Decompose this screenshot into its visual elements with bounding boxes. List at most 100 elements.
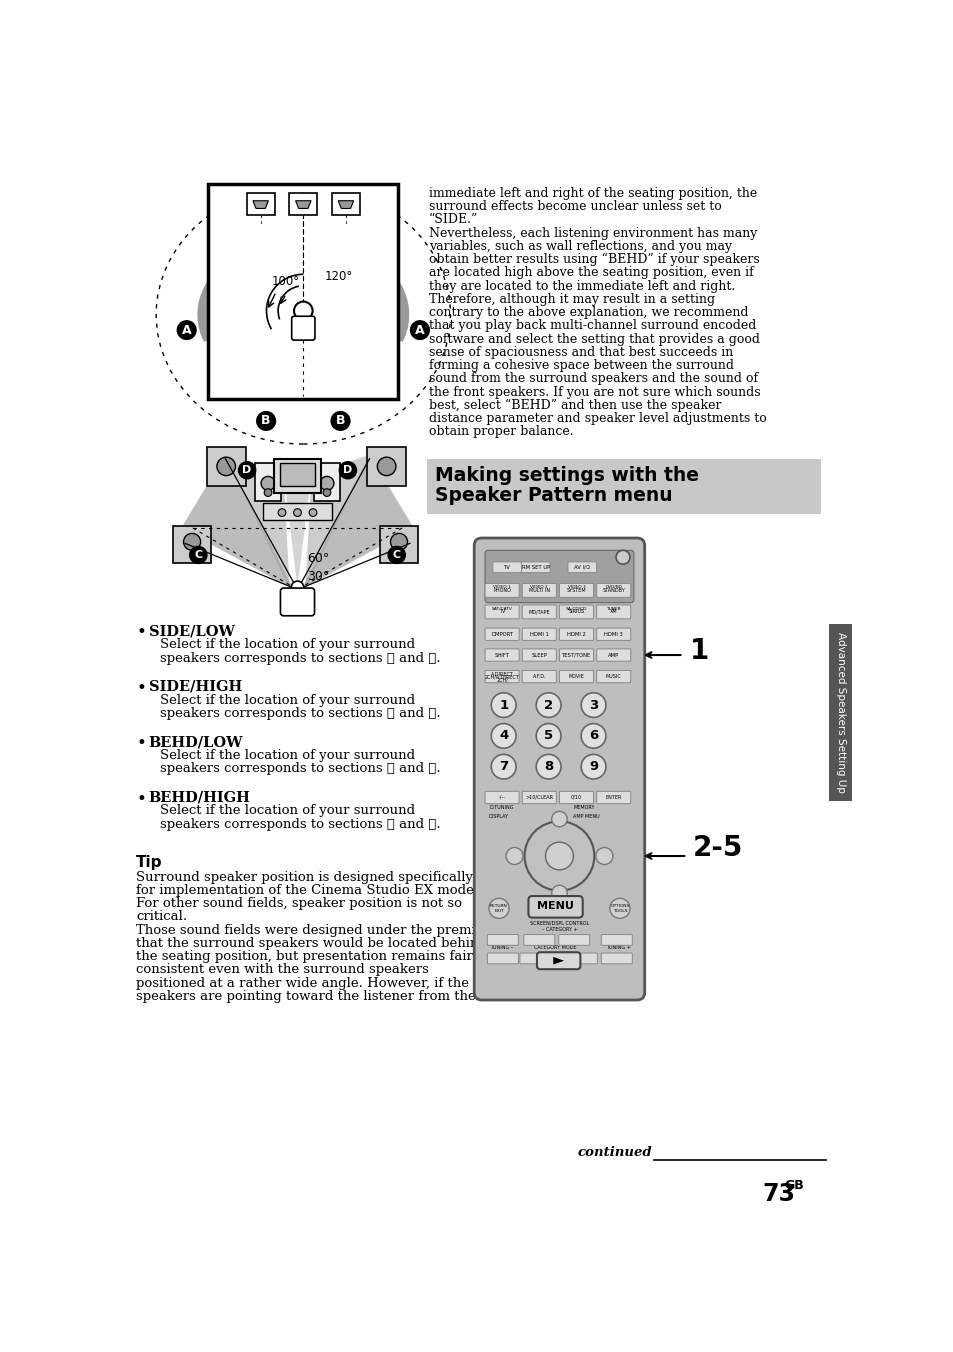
FancyBboxPatch shape	[484, 671, 518, 683]
Circle shape	[596, 848, 612, 864]
FancyBboxPatch shape	[484, 604, 518, 619]
Bar	[427, 458, 820, 514]
FancyBboxPatch shape	[537, 952, 579, 969]
FancyBboxPatch shape	[600, 934, 632, 945]
FancyBboxPatch shape	[484, 550, 633, 603]
Text: C: C	[194, 550, 202, 560]
Text: “SIDE.”: “SIDE.”	[429, 214, 478, 226]
FancyBboxPatch shape	[558, 649, 593, 661]
Text: HDMI 2: HDMI 2	[566, 631, 585, 637]
Text: Select if the location of your surround: Select if the location of your surround	[159, 638, 415, 652]
Circle shape	[536, 723, 560, 748]
Text: 9: 9	[588, 760, 598, 773]
Text: 4: 4	[498, 729, 508, 742]
Text: 60°: 60°	[307, 552, 329, 565]
FancyBboxPatch shape	[567, 562, 596, 573]
Text: SIRIUS: SIRIUS	[568, 610, 584, 614]
Text: 2: 2	[543, 699, 553, 711]
Circle shape	[338, 461, 356, 480]
FancyBboxPatch shape	[484, 791, 518, 803]
Text: that you play back multi-channel surround encoded: that you play back multi-channel surroun…	[429, 319, 756, 333]
Circle shape	[616, 550, 629, 564]
FancyBboxPatch shape	[596, 629, 630, 641]
Circle shape	[387, 546, 406, 564]
Text: speakers corresponds to sections Ⓑ and Ⓒ.: speakers corresponds to sections Ⓑ and Ⓒ…	[159, 763, 439, 776]
FancyBboxPatch shape	[523, 934, 555, 945]
Text: C: C	[393, 550, 400, 560]
Text: OPTIONS
TOOLS: OPTIONS TOOLS	[610, 904, 629, 913]
FancyBboxPatch shape	[596, 671, 630, 683]
FancyBboxPatch shape	[280, 588, 314, 615]
Text: sound from the surround speakers and the sound of: sound from the surround speakers and the…	[429, 372, 758, 385]
Text: continued: continued	[578, 1145, 652, 1159]
Text: Making settings with the: Making settings with the	[435, 466, 698, 485]
Circle shape	[264, 488, 272, 496]
Text: VIDEO 3: VIDEO 3	[567, 585, 585, 589]
Text: speakers corresponds to sections Ⓐ and Ⓒ.: speakers corresponds to sections Ⓐ and Ⓒ…	[159, 652, 439, 665]
Text: SIDE/LOW: SIDE/LOW	[149, 625, 234, 638]
FancyBboxPatch shape	[484, 629, 518, 641]
Text: >10/CLEAR: >10/CLEAR	[525, 795, 553, 800]
Text: the front speakers. If you are not sure which sounds: the front speakers. If you are not sure …	[429, 385, 760, 399]
FancyBboxPatch shape	[521, 629, 556, 641]
Circle shape	[551, 811, 567, 827]
Text: Nevertheless, each listening environment has many: Nevertheless, each listening environment…	[429, 227, 757, 239]
Text: VIDEO 2: VIDEO 2	[530, 585, 548, 589]
FancyBboxPatch shape	[558, 934, 589, 945]
Circle shape	[255, 411, 276, 431]
Polygon shape	[225, 454, 290, 589]
Circle shape	[536, 754, 560, 779]
Text: STANDBY: STANDBY	[601, 588, 624, 594]
Text: •: •	[136, 680, 146, 696]
FancyBboxPatch shape	[521, 562, 550, 573]
Polygon shape	[301, 454, 414, 589]
Text: – CATEGORY +: – CATEGORY +	[541, 927, 577, 933]
Circle shape	[410, 320, 430, 341]
Text: AV I/⚆: AV I/⚆	[574, 565, 590, 569]
Text: 2CH/: 2CH/	[496, 677, 508, 683]
Circle shape	[491, 723, 516, 748]
Circle shape	[524, 822, 594, 891]
FancyBboxPatch shape	[558, 629, 593, 641]
Circle shape	[261, 476, 274, 491]
Text: obtain better results using “BEHD” if your speakers: obtain better results using “BEHD” if yo…	[429, 253, 760, 266]
Circle shape	[551, 886, 567, 900]
Text: MENU: MENU	[537, 900, 574, 911]
Bar	[380, 526, 417, 562]
Text: Therefore, although it may result in a setting: Therefore, although it may result in a s…	[429, 293, 715, 306]
Text: surround effects become unclear unless set to: surround effects become unclear unless s…	[429, 200, 721, 214]
Text: MOVIE: MOVIE	[568, 675, 584, 679]
Text: TEST/TONE: TEST/TONE	[561, 653, 591, 657]
Text: BEHD/HIGH: BEHD/HIGH	[149, 791, 251, 804]
FancyBboxPatch shape	[521, 791, 556, 803]
Bar	[274, 458, 320, 493]
Text: 120°: 120°	[325, 269, 353, 283]
Text: DMPORT: DMPORT	[491, 631, 513, 637]
Text: SYSTEM: SYSTEM	[566, 588, 586, 594]
Text: 5: 5	[543, 729, 553, 742]
Text: TV: TV	[498, 610, 505, 614]
Polygon shape	[337, 200, 354, 208]
Bar	[173, 526, 211, 562]
Circle shape	[278, 508, 286, 516]
Text: 3: 3	[588, 699, 598, 711]
Text: HDMI 3: HDMI 3	[603, 631, 622, 637]
FancyBboxPatch shape	[487, 953, 517, 964]
Circle shape	[294, 301, 313, 320]
FancyBboxPatch shape	[487, 934, 517, 945]
Text: that the surround speakers would be located behind: that the surround speakers would be loca…	[136, 937, 487, 950]
Text: D: D	[343, 465, 352, 476]
FancyBboxPatch shape	[484, 584, 518, 598]
Text: MD/TAPE: MD/TAPE	[528, 610, 550, 614]
Text: DVD/BD: DVD/BD	[604, 585, 621, 589]
Text: MUSIC: MUSIC	[605, 675, 621, 679]
Text: Select if the location of your surround: Select if the location of your surround	[159, 749, 415, 763]
FancyBboxPatch shape	[596, 584, 630, 598]
Text: are located high above the seating position, even if: are located high above the seating posit…	[429, 266, 753, 280]
Circle shape	[176, 320, 196, 341]
Text: 73: 73	[761, 1183, 795, 1206]
Text: 2CH/A.DIRECT: 2CH/A.DIRECT	[484, 675, 519, 679]
Text: CATEGORY MODE: CATEGORY MODE	[534, 945, 577, 950]
Text: 1: 1	[498, 699, 508, 711]
Text: A: A	[415, 323, 424, 337]
